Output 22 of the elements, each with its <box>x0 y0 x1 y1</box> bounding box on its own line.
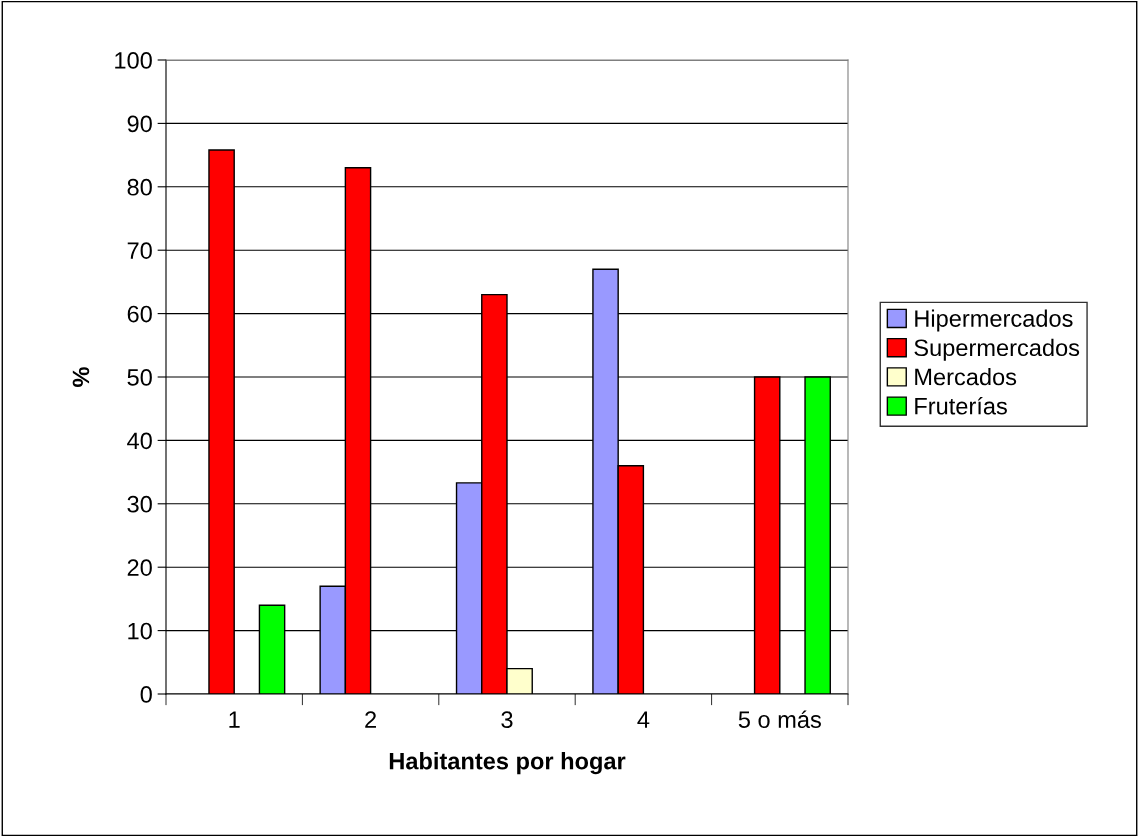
y-tick-label: 0 <box>140 686 152 703</box>
y-tick-label: 60 <box>127 305 152 323</box>
y-tick-label: 40 <box>127 432 152 450</box>
x-tick-label: 1 <box>229 711 240 728</box>
y-tick-label: 90 <box>127 115 152 133</box>
legend-label: Mercados <box>915 367 1017 386</box>
x-axis-title: Habitantes por hogar <box>389 752 626 775</box>
legend-label: Supermercados <box>914 338 1080 361</box>
x-tick-label: 4 <box>637 711 650 728</box>
y-tick-label: 70 <box>127 242 152 259</box>
legend-label: Hipermercados <box>915 309 1073 332</box>
legend-label: Fruterías <box>915 396 1007 415</box>
y-tick-label: 30 <box>127 495 152 513</box>
y-tick-label: 10 <box>128 622 152 640</box>
y-axis-title: % <box>72 367 90 387</box>
y-tick-label: 80 <box>127 178 152 196</box>
y-tick-label: 20 <box>127 559 152 576</box>
y-tick-label: 100 <box>115 52 152 69</box>
x-tick-label: 5 o más <box>738 710 821 729</box>
x-tick-label: 2 <box>365 711 376 728</box>
x-tick-label: 3 <box>501 711 513 729</box>
y-tick-label: 50 <box>127 369 152 386</box>
